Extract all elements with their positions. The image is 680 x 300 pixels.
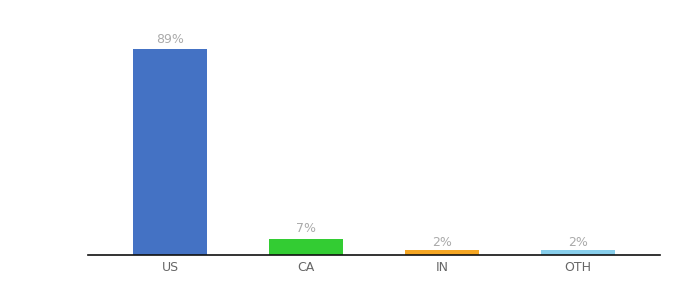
Text: 89%: 89% — [156, 33, 184, 46]
Bar — [541, 250, 615, 255]
Bar — [133, 50, 207, 255]
Bar — [269, 239, 343, 255]
Text: 2%: 2% — [568, 236, 588, 249]
Text: 7%: 7% — [296, 222, 316, 236]
Text: 2%: 2% — [432, 236, 452, 249]
Bar — [405, 250, 479, 255]
